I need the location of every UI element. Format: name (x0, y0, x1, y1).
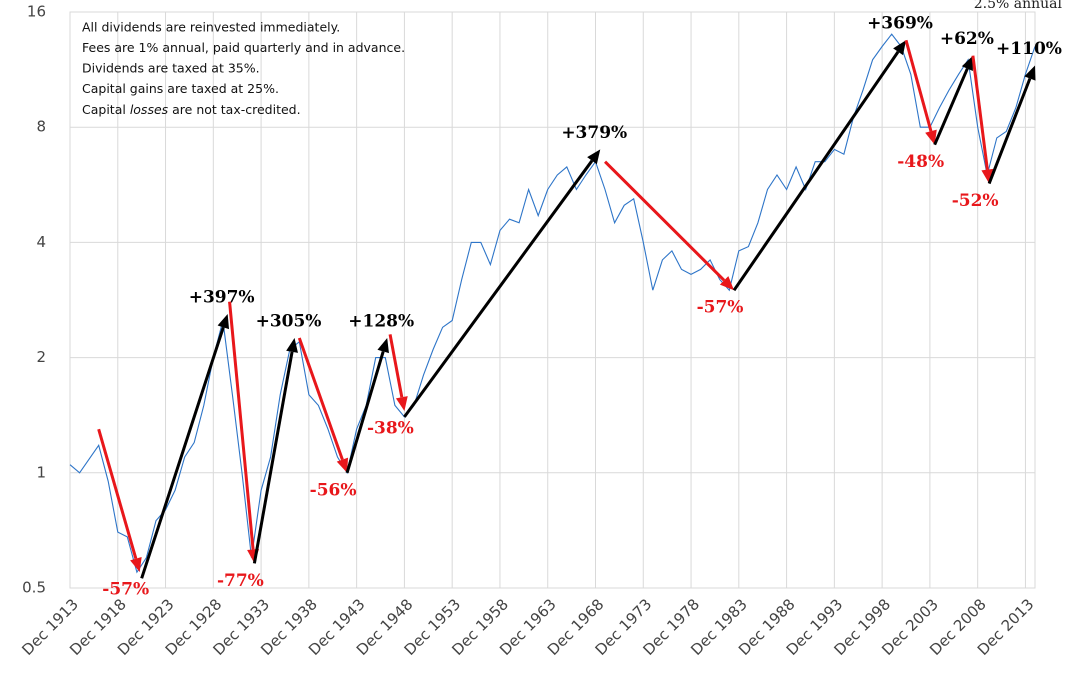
note: Capital losses are not tax-credited. (82, 102, 301, 117)
arrow (933, 67, 969, 146)
arrow-head (981, 168, 994, 184)
arrow (388, 334, 404, 398)
change-label: +397% (189, 287, 255, 307)
change-label: -56% (310, 480, 357, 500)
arrow-head (893, 40, 907, 56)
note-part: losses (130, 102, 169, 117)
y-tick-label: 1 (36, 463, 46, 481)
arrow (971, 55, 989, 170)
y-tick-label: 0.5 (22, 579, 46, 597)
price-line (69, 33, 1036, 574)
arrow (403, 159, 594, 418)
arrow (345, 351, 385, 474)
change-label: +128% (348, 312, 414, 332)
change-label: -38% (367, 419, 414, 439)
arrow-head (961, 55, 973, 71)
note: Dividends are taxed at 35%. (82, 61, 260, 76)
note-part: are not tax-credited. (168, 102, 300, 117)
arrow (904, 39, 933, 132)
arrow-head (1024, 65, 1036, 81)
note: All dividends are reinvested immediately… (82, 20, 340, 35)
change-label: +369% (867, 14, 933, 34)
y-tick-label: 8 (36, 118, 46, 136)
arrow-head (286, 338, 298, 353)
corner-label: 2.5% annual (974, 0, 1063, 12)
arrow (297, 337, 344, 461)
note-part: Capital (82, 102, 130, 117)
arrow (97, 428, 138, 560)
arrow-head (377, 338, 389, 354)
arrow-head (587, 149, 601, 165)
arrow-head (719, 276, 735, 291)
plot-area (69, 11, 1036, 589)
change-label: +379% (561, 123, 627, 143)
change-label: +110% (996, 39, 1062, 59)
note: Fees are 1% annual, paid quarterly and i… (82, 40, 405, 55)
y-tick-label: 2 (36, 348, 46, 366)
change-label: -57% (102, 580, 149, 600)
change-label: -77% (217, 571, 264, 591)
arrow-head (217, 313, 230, 330)
arrow (603, 160, 726, 282)
y-tick-label: 16 (27, 3, 46, 21)
arrow-head (336, 457, 349, 473)
change-label: +305% (256, 312, 322, 332)
arrow (252, 351, 294, 564)
change-label: -48% (897, 152, 944, 172)
change-label: -57% (697, 298, 744, 318)
change-label: -52% (952, 191, 999, 211)
note: Capital gains are taxed at 25%. (82, 81, 279, 96)
arrow (140, 326, 225, 579)
arrow (732, 50, 900, 292)
arrow (987, 77, 1032, 185)
arrow (228, 301, 255, 550)
arrow-head (395, 396, 408, 412)
arrow-head (130, 557, 142, 573)
arrow-head (925, 129, 937, 145)
y-tick-label: 4 (36, 233, 46, 251)
change-label: +62% (940, 29, 994, 49)
